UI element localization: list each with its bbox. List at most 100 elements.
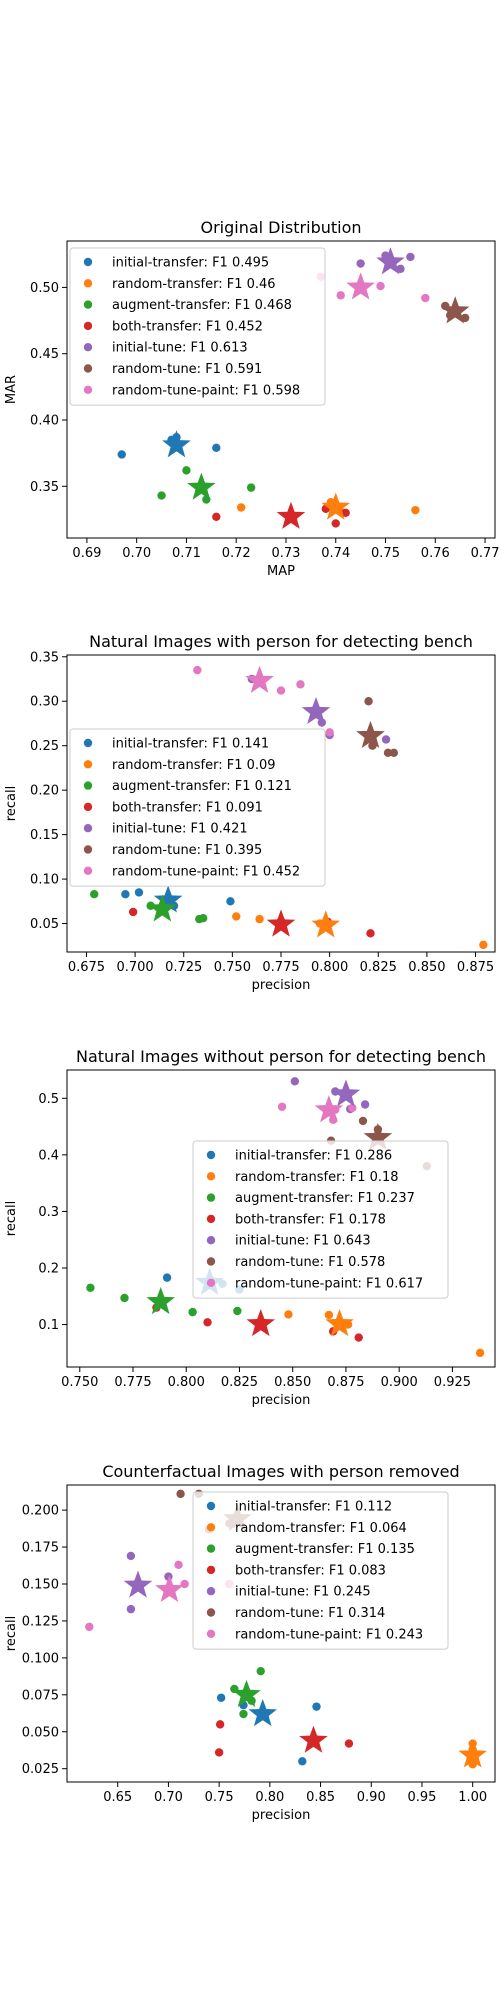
data-point-random-transfer (232, 912, 241, 921)
x-tick-label: 0.800 (168, 1375, 205, 1390)
data-point-both-transfer (212, 512, 221, 521)
y-axis-label: recall (4, 1616, 19, 1651)
legend-box (192, 1491, 449, 1650)
legend-label: initial-tune: F1 0.421 (112, 822, 248, 837)
legend-marker-initial-transfer (206, 1501, 216, 1511)
legend-marker-random-tune (206, 1608, 216, 1617)
legend-label: random-tune-paint: F1 0.452 (112, 864, 300, 879)
x-tick-label: 0.775 (114, 1375, 151, 1390)
legend-marker-initial-tune (83, 824, 93, 833)
legend-label: random-tune: F1 0.578 (235, 1255, 385, 1270)
data-point-random-tune-paint (180, 1579, 189, 1589)
data-point-both-transfer (354, 1333, 363, 1342)
data-point-initial-transfer (226, 897, 235, 906)
data-point-both-transfer (344, 1739, 354, 1748)
data-point-initial-tune (360, 1100, 370, 1109)
data-point-random-tune-paint (325, 728, 334, 737)
data-point-random-tune (383, 748, 393, 758)
x-axis-label: precision (252, 1808, 311, 1823)
mean-star-random-transfer (458, 1740, 487, 1768)
data-point-random-tune (176, 1489, 185, 1499)
data-point-augment-transfer (86, 1283, 95, 1293)
legend-label: initial-tune: F1 0.245 (235, 1585, 371, 1600)
data-point-random-tune-paint (85, 1622, 94, 1632)
x-tick-label: 0.850 (408, 960, 445, 975)
y-tick-label: 0.050 (22, 1725, 59, 1740)
x-tick-label: 0.900 (381, 1375, 418, 1390)
plot-area (90, 665, 488, 950)
x-tick-label: 0.69 (72, 546, 101, 561)
data-point-augment-transfer (233, 1306, 242, 1316)
data-point-initial-transfer (121, 890, 130, 899)
data-point-augment-transfer (157, 491, 166, 500)
mean-star-initial-transfer (248, 1699, 278, 1727)
legend-marker-augment-transfer (83, 781, 93, 790)
legend-label: random-transfer: F1 0.064 (235, 1521, 407, 1536)
legend-label: both-transfer: F1 0.091 (112, 800, 263, 815)
plot-area (117, 247, 470, 529)
legend-label: augment-transfer: F1 0.135 (235, 1542, 415, 1557)
legend-marker-augment-transfer (206, 1544, 216, 1553)
mean-star-random-tune-paint (155, 1574, 184, 1603)
data-point-initial-transfer (134, 888, 144, 897)
legend-label: both-transfer: F1 0.083 (235, 1563, 386, 1578)
y-tick-label: 0.05 (30, 917, 59, 932)
axes-frame (66, 1484, 496, 1783)
mean-star-random-tune-paint (346, 272, 375, 300)
legend-marker-augment-transfer (83, 300, 93, 309)
axes-frame (66, 1069, 496, 1368)
mean-star-random-transfer (325, 1309, 354, 1337)
y-axis-label: recall (4, 1201, 19, 1236)
data-point-both-transfer (214, 1748, 224, 1757)
y-tick-label: 0.150 (22, 1578, 59, 1593)
data-point-random-transfer (475, 1348, 485, 1358)
data-point-augment-transfer (239, 1709, 248, 1719)
legend-label: random-tune: F1 0.314 (235, 1606, 385, 1621)
legend-marker-random-tune (206, 1257, 216, 1266)
x-tick-label: 0.875 (327, 1375, 364, 1390)
mean-star-initial-tune (376, 247, 405, 275)
y-tick-label: 0.45 (30, 347, 59, 362)
mean-star-initial-transfer (162, 430, 191, 458)
x-tick-label: 0.825 (221, 1375, 258, 1390)
data-point-initial-transfer (212, 443, 221, 453)
chart-title: Original Distribution (200, 218, 361, 237)
chart-1: Original Distribution 0.69 0.70 0.71 0.72 0.7… (4, 218, 500, 579)
x-tick-label: 0.75 (205, 1790, 234, 1805)
x-tick-label: 0.65 (103, 1790, 132, 1805)
data-point-initial-tune (126, 1604, 136, 1614)
data-point-random-transfer (255, 914, 264, 924)
x-tick-label: 0.72 (222, 546, 251, 561)
data-point-random-transfer (411, 505, 420, 515)
legend-marker-initial-tune (83, 343, 93, 352)
x-tick-label: 0.925 (434, 1375, 471, 1390)
legend-marker-random-tune-paint (206, 1278, 216, 1288)
data-point-both-transfer (331, 519, 340, 528)
x-axis-label: precision (252, 1393, 311, 1408)
y-tick-label: 0.200 (22, 1504, 59, 1519)
x-tick-label: 0.850 (274, 1375, 311, 1390)
y-tick-label: 0.10 (30, 873, 59, 888)
mean-star-both-transfer (276, 501, 306, 529)
mean-star-augment-transfer (148, 894, 177, 922)
data-point-initial-transfer (162, 1273, 172, 1282)
x-tick-label: 0.700 (116, 960, 153, 975)
legend-label: augment-transfer: F1 0.237 (235, 1191, 415, 1206)
mean-star-initial-transfer (153, 885, 183, 913)
legend-label: augment-transfer: F1 0.468 (112, 298, 292, 313)
chart-title: Natural Images with person for detecting… (89, 632, 473, 651)
data-point-initial-tune (406, 252, 415, 262)
legend-marker-augment-transfer (206, 1193, 216, 1202)
data-point-augment-transfer (120, 1293, 129, 1303)
legend-marker-initial-transfer (83, 257, 93, 267)
x-tick-label: 0.71 (172, 546, 201, 561)
x-tick-label: 0.90 (357, 1790, 386, 1805)
y-tick-label: 0.4 (38, 1148, 59, 1163)
legend-marker-initial-tune (206, 1236, 216, 1245)
legend-box (192, 1140, 449, 1299)
data-point-augment-transfer (198, 914, 208, 923)
x-tick-label: 0.725 (165, 960, 202, 975)
data-point-initial-tune (290, 1077, 300, 1086)
data-point-random-transfer (479, 940, 488, 950)
